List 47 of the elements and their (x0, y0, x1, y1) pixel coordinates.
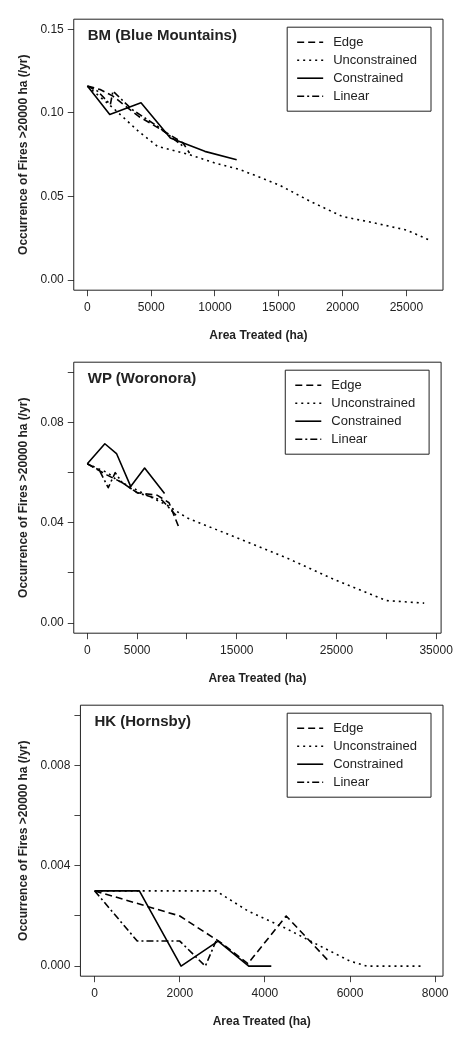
x-tick-label: 5000 (123, 642, 151, 657)
y-tick-label: 0.10 (40, 105, 65, 120)
y-axis-title: Occurrence of Fires >20000 ha (/yr) (15, 54, 30, 255)
y-tick-label: 0.05 (40, 188, 65, 203)
legend-label: Linear (333, 773, 370, 789)
y-tick-label: 0.15 (40, 21, 65, 36)
x-axis-title: Area Treated (ha) (212, 1014, 311, 1029)
x-tick-label: 6000 (336, 985, 364, 1000)
text: WP (Woronora) (87, 368, 197, 386)
x-tick-label: 15000 (262, 299, 296, 314)
y-tick-label: 0.000 (40, 958, 71, 973)
y-tick-label: 0.08 (40, 414, 65, 429)
legend-label: Edge (333, 33, 364, 49)
x-tick-label: 35000 (419, 642, 454, 657)
y-tick-label: 0.04 (40, 515, 65, 530)
x-tick-label: 0 (83, 642, 91, 657)
x-axis-title: Area Treated (ha) (209, 328, 308, 343)
text: BM (Blue Mountains) (87, 25, 237, 43)
legend-label: Unconstrained (331, 394, 416, 410)
x-tick-label: 25000 (389, 299, 424, 314)
legend-label: Constrained (331, 412, 402, 428)
x-tick-label: 2000 (166, 985, 194, 1000)
legend-label: Edge (331, 376, 362, 392)
legend-label: Unconstrained (333, 51, 417, 67)
x-tick-label: 25000 (319, 642, 354, 657)
y-tick-label: 0.004 (40, 858, 71, 873)
y-axis-title: Occurrence of Fires >20000 ha (/yr) (15, 740, 30, 941)
x-tick-label: 4000 (251, 985, 279, 1000)
x-tick-label: 5000 (137, 299, 165, 314)
y-axis-title: Occurrence of Fires >20000 ha (/yr) (15, 397, 30, 598)
y-tick-label: 0.00 (40, 272, 65, 287)
legend-label: Constrained (333, 755, 404, 771)
x-tick-label: 20000 (325, 299, 360, 314)
legend-label: Edge (333, 719, 364, 735)
x-tick-label: 0 (84, 299, 92, 314)
legend-label: Unconstrained (333, 737, 417, 753)
y-tick-label: 0.008 (40, 757, 71, 772)
x-axis-title: Area Treated (ha) (208, 671, 307, 686)
y-tick-label: 0.00 (40, 615, 65, 630)
x-tick-label: 10000 (198, 299, 233, 314)
x-tick-label: 15000 (220, 642, 254, 657)
text: HK (Hornsby) (94, 711, 192, 729)
x-tick-label: 8000 (421, 985, 449, 1000)
legend-label: Linear (331, 430, 369, 446)
legend-label: Linear (333, 87, 370, 103)
legend-label: Constrained (333, 69, 404, 85)
x-tick-label: 0 (91, 985, 99, 1000)
